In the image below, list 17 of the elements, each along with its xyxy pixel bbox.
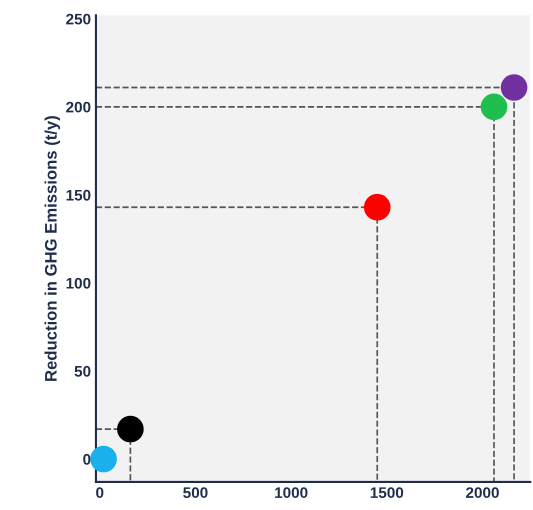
x-tick-label: 1500 [370,487,404,498]
point [117,416,144,442]
point [364,194,391,221]
y-tick-label: 250 [66,14,90,25]
x-tick-label: 1000 [275,487,308,498]
x-tick-label: 0 [96,487,104,498]
y-tick-label: 200 [66,102,90,113]
y-tick-label: 150 [66,190,90,201]
y-axis-title: Reduction in GHG Emissions (t/y) [44,116,60,381]
y-tick-label: 50 [74,366,90,377]
point [90,446,117,472]
x-tick-label: 500 [183,487,208,498]
point [480,94,508,120]
point [500,74,528,101]
x-tick-label: 2000 [466,487,499,498]
y-tick-label: 100 [66,278,90,289]
y-tick-label: 0 [83,454,90,465]
